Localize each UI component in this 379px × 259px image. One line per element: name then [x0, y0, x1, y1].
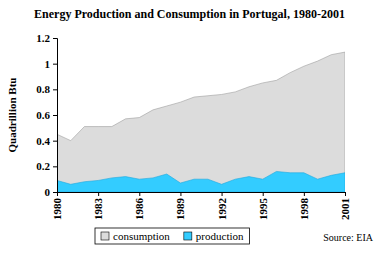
- title: Energy Production and Consumption in Por…: [34, 7, 345, 21]
- x-tick-mark: [222, 192, 223, 196]
- y-tick: 0.6: [36, 109, 57, 121]
- x-tick-label: 1980: [51, 198, 63, 221]
- x-tick: 1983: [92, 192, 104, 220]
- x-tick: 1995: [257, 192, 269, 220]
- x-tick-label: 1992: [216, 198, 228, 221]
- x-tick: 1986: [133, 192, 145, 220]
- chart: Energy Production and Consumption in Por…: [0, 0, 379, 259]
- plot: 0 0.2 0.4 0.6 0.8 1 1.2 1980 1983 1986 1989 1992 199…: [36, 32, 351, 220]
- x-tick: 1998: [298, 192, 310, 220]
- y-tick-label: 0: [45, 186, 51, 198]
- x-tick-label: 1989: [174, 198, 186, 221]
- legend: consumption production: [95, 228, 250, 244]
- legend-box: [95, 228, 250, 244]
- y-axis: 0 0.2 0.4 0.6 0.8 1 1.2: [36, 32, 57, 198]
- y-tick-mark: [53, 64, 57, 65]
- x-tick-mark: [180, 192, 181, 196]
- x-tick: 2001: [339, 192, 351, 220]
- y-tick-mark: [53, 38, 57, 39]
- legend-swatch: [101, 232, 109, 240]
- legend-swatch: [184, 232, 192, 240]
- area-consumption: [57, 52, 345, 192]
- y-axis-line: [53, 39, 58, 193]
- y-axis-title: Quadrillion Btu: [6, 78, 18, 153]
- y-tick-label: 0.6: [36, 109, 50, 121]
- y-tick: 1: [45, 58, 58, 70]
- x-axis: 1980 1983 1986 1989 1992 1995 1998 2001: [51, 192, 351, 220]
- x-tick-mark: [304, 192, 305, 196]
- y-tick: 1.2: [36, 32, 57, 44]
- y-tick: 0.4: [36, 135, 57, 147]
- y-tick-mark: [53, 141, 57, 142]
- y-tick-label: 1.2: [36, 32, 50, 44]
- x-axis-line: [58, 193, 346, 197]
- y-tick: 0: [45, 186, 58, 198]
- y-tick-mark: [53, 115, 57, 116]
- x-tick-label: 1995: [257, 198, 269, 221]
- y-tick-label: 1: [45, 58, 51, 70]
- x-tick-mark: [263, 192, 264, 196]
- x-tick-label: 1986: [133, 198, 145, 221]
- y-tick-mark: [53, 166, 57, 167]
- y-tick-label: 0.2: [36, 160, 50, 172]
- x-tick-label: 1983: [92, 198, 104, 221]
- legend-label: consumption: [113, 230, 170, 242]
- x-tick: 1992: [216, 192, 228, 220]
- x-tick: 1989: [174, 192, 186, 220]
- x-tick-mark: [57, 192, 58, 196]
- x-tick-label: 2001: [339, 198, 351, 220]
- x-tick-mark: [98, 192, 99, 196]
- y-tick-mark: [53, 192, 57, 193]
- x-tick: 1980: [51, 192, 63, 220]
- x-tick-mark: [139, 192, 140, 196]
- y-tick-mark: [53, 89, 57, 90]
- source-note: Source: EIA: [323, 232, 373, 243]
- area-production: [57, 171, 345, 192]
- x-tick-label: 1998: [298, 198, 310, 221]
- y-tick: 0.8: [36, 83, 57, 95]
- marks: [57, 52, 345, 192]
- x-tick-mark: [345, 192, 346, 196]
- y-tick: 0.2: [36, 160, 57, 172]
- legend-label: production: [196, 230, 244, 242]
- y-tick-label: 0.8: [36, 83, 50, 95]
- y-tick-label: 0.4: [36, 135, 50, 147]
